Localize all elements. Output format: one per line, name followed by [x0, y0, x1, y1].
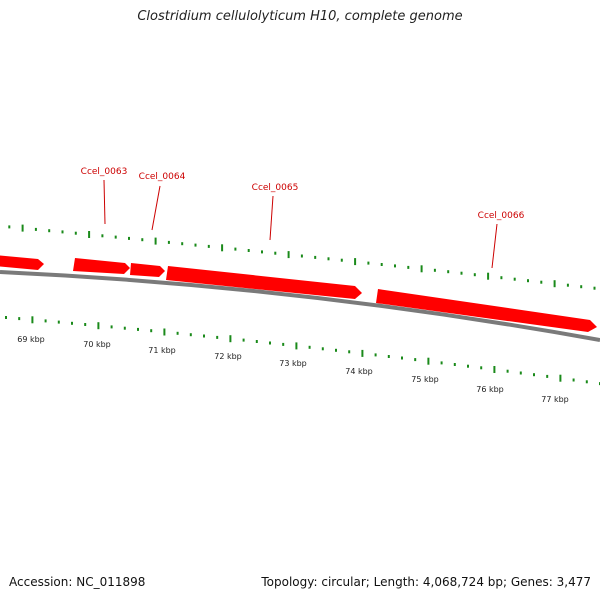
ruler-label: 77 kbp: [541, 395, 569, 404]
gene-arrow[interactable]: [376, 289, 597, 332]
genome-summary-text: Topology: circular; Length: 4,068,724 bp…: [261, 575, 591, 589]
ruler-label: 70 kbp: [83, 340, 111, 349]
ruler-label: 73 kbp: [279, 359, 307, 368]
ruler-label: 75 kbp: [411, 375, 439, 384]
gene-arrow[interactable]: [73, 258, 130, 274]
gene-callout-line: [151, 185, 161, 231]
ruler-label: 74 kbp: [345, 367, 373, 376]
outer-tick-ring: [8, 224, 596, 290]
accession-text: Accession: NC_011898: [9, 575, 146, 589]
gene-label: Ccel_0066: [478, 211, 525, 221]
ruler-label: 71 kbp: [148, 346, 176, 355]
ruler-label-group: 69 kbp 70 kbp 71 kbp 72 kbp 73 kbp 74 kbp 75 k…: [17, 335, 569, 404]
gene-ccel_0064[interactable]: Ccel_0064: [130, 172, 186, 277]
gene-ccel_0063[interactable]: Ccel_0063: [73, 167, 130, 274]
gene-arrow[interactable]: [166, 266, 362, 299]
gene-track: Ccel_0063 Ccel_0064 Ccel_0065 Ccel_0066: [0, 167, 597, 332]
gene-label: Ccel_0063: [81, 167, 128, 177]
ruler-label: 76 kbp: [476, 385, 504, 394]
gene-label: Ccel_0065: [252, 183, 299, 193]
map-title: Clostridium cellulolyticum H10, complete…: [137, 9, 463, 24]
gene-callout-line: [269, 195, 274, 241]
gene-arrow[interactable]: [130, 263, 165, 277]
gene-ccel_0065[interactable]: Ccel_0065: [166, 183, 362, 299]
gene-callout-line: [103, 179, 106, 225]
inner-tick-ring: [5, 316, 600, 386]
ruler-label: 69 kbp: [17, 335, 45, 344]
genome-backbone: [0, 270, 600, 342]
gene-ccel_0066[interactable]: Ccel_0066: [376, 211, 597, 332]
gene-callout-line: [491, 223, 498, 269]
ruler-label: 72 kbp: [214, 352, 242, 361]
gene-arrow[interactable]: [0, 255, 44, 270]
gene-ccel_0062[interactable]: [0, 255, 44, 270]
gene-label: Ccel_0064: [139, 172, 186, 182]
